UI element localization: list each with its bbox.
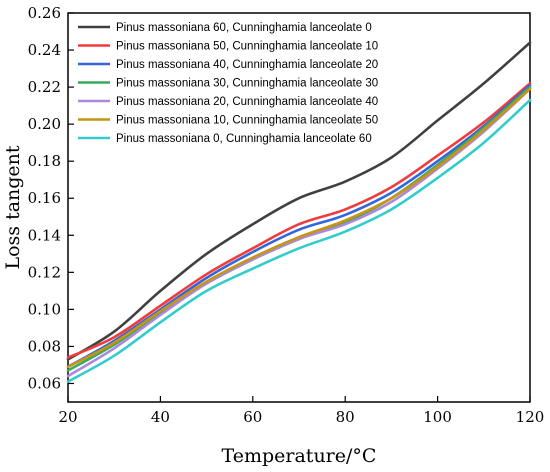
series-line-2 bbox=[66, 82, 532, 359]
y-tick-label: 0.12 bbox=[28, 263, 61, 281]
legend-label-1: Pinus massoniana 60, Cunninghamia lanceo… bbox=[116, 22, 372, 34]
y-tick-label: 0.18 bbox=[28, 152, 61, 170]
x-tick-label: 40 bbox=[151, 408, 170, 426]
y-tick-label: 0.06 bbox=[28, 374, 61, 392]
legend-label-4: Pinus massoniana 30, Cunninghamia lanceo… bbox=[116, 78, 378, 90]
legend-label-7: Pinus massoniana 0, Cunninghamia lanceol… bbox=[116, 133, 372, 145]
y-tick-label: 0.22 bbox=[28, 78, 61, 96]
y-tick-label: 0.08 bbox=[28, 337, 61, 355]
x-axis-title: Temperature/°C bbox=[222, 445, 377, 467]
x-tick-label: 60 bbox=[243, 408, 262, 426]
series-layer bbox=[66, 41, 532, 383]
plot-area bbox=[67, 12, 531, 403]
y-tick-label: 0.16 bbox=[28, 189, 61, 207]
legend-label-2: Pinus massoniana 50, Cunninghamia lanceo… bbox=[116, 41, 378, 53]
axes-layer: 20 40 60 80 100 120 0.06 0.08 0.10 0.12 0.14 0.16 0.… bbox=[28, 4, 545, 426]
series-line-3 bbox=[66, 83, 532, 369]
y-tick-label: 0.26 bbox=[28, 4, 61, 22]
series-line-5 bbox=[66, 87, 532, 378]
x-tick-label: 80 bbox=[336, 408, 355, 426]
legend-label-5: Pinus massoniana 20, Cunninghamia lanceo… bbox=[116, 96, 378, 108]
x-tick-label: 20 bbox=[58, 408, 77, 426]
y-tick-label: 0.24 bbox=[28, 41, 61, 59]
x-tick-label: 120 bbox=[516, 408, 545, 426]
series-line-7 bbox=[66, 98, 532, 383]
y-axis-title: Loss tangent bbox=[2, 145, 24, 269]
series-line-6 bbox=[66, 87, 532, 369]
y-tick-label: 0.20 bbox=[28, 115, 61, 133]
y-tick-label: 0.14 bbox=[28, 226, 61, 244]
legend: Pinus massoniana 60, Cunninghamia lanceo… bbox=[78, 22, 378, 145]
legend-label-6: Pinus massoniana 10, Cunninghamia lanceo… bbox=[116, 115, 378, 127]
legend-label-3: Pinus massoniana 40, Cunninghamia lanceo… bbox=[116, 59, 378, 71]
plot-frame bbox=[67, 12, 531, 403]
y-tick-label: 0.10 bbox=[28, 300, 61, 318]
x-tick-label: 100 bbox=[423, 408, 452, 426]
series-line-1 bbox=[66, 41, 532, 361]
